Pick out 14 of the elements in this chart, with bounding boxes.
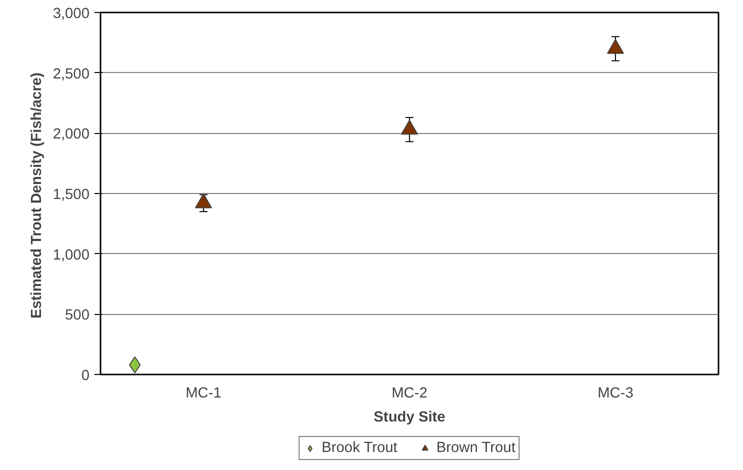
x-tick-label: MC-1: [186, 386, 222, 402]
x-tick-label: MC-2: [392, 386, 428, 402]
x-tick-label: MC-3: [598, 386, 634, 402]
x-axis-title: Study Site: [374, 410, 446, 426]
y-tick-label: 500: [65, 308, 90, 324]
y-tick-label: 1,500: [52, 187, 90, 203]
y-tick-label: 2,500: [52, 66, 90, 82]
y-tick-label: 0: [81, 368, 90, 384]
y-tick-label: 1,000: [52, 247, 90, 264]
y-tick-label: 2,000: [52, 126, 90, 143]
y-axis-title: Estimated Trout Density (Fish/acre): [28, 72, 45, 319]
legend-label: Brown Trout: [436, 440, 516, 456]
y-tick-label: 3,000: [52, 6, 90, 22]
legend-label: Brook Trout: [322, 440, 398, 456]
